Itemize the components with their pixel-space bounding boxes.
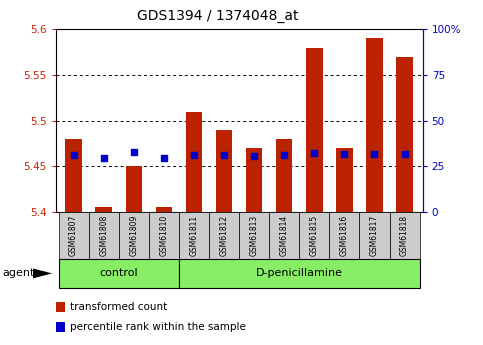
Bar — [246, 148, 262, 212]
Bar — [389, 212, 420, 259]
Point — [311, 150, 318, 156]
Bar — [56, 322, 65, 332]
Text: GSM61813: GSM61813 — [250, 215, 258, 256]
Bar — [58, 259, 179, 288]
Text: GDS1394 / 1374048_at: GDS1394 / 1374048_at — [137, 9, 298, 23]
Point — [160, 156, 168, 161]
Text: GSM61808: GSM61808 — [99, 215, 108, 256]
Bar — [156, 207, 172, 212]
Text: GSM61818: GSM61818 — [400, 215, 409, 256]
Point — [100, 156, 108, 161]
Bar — [359, 212, 389, 259]
Bar — [329, 212, 359, 259]
Text: GSM61811: GSM61811 — [189, 215, 199, 256]
Bar — [239, 212, 269, 259]
Bar — [179, 259, 420, 288]
Text: percentile rank within the sample: percentile rank within the sample — [70, 322, 246, 332]
Bar — [396, 57, 413, 212]
Bar — [89, 212, 119, 259]
Point — [250, 154, 258, 159]
Text: GSM61815: GSM61815 — [310, 215, 319, 256]
Text: GSM61817: GSM61817 — [370, 215, 379, 256]
Text: agent: agent — [2, 268, 35, 278]
Bar — [209, 212, 239, 259]
Bar — [179, 212, 209, 259]
Bar — [336, 148, 353, 212]
Text: transformed count: transformed count — [70, 302, 168, 312]
Text: GSM61814: GSM61814 — [280, 215, 289, 256]
Point — [280, 153, 288, 158]
Point — [130, 149, 138, 155]
Bar — [299, 212, 329, 259]
Bar — [269, 212, 299, 259]
Bar — [65, 139, 82, 212]
Bar — [149, 212, 179, 259]
Bar — [126, 167, 142, 212]
Text: control: control — [99, 268, 138, 278]
Point — [401, 151, 409, 156]
Bar — [366, 39, 383, 212]
Text: GSM61816: GSM61816 — [340, 215, 349, 256]
Bar — [185, 112, 202, 212]
Bar — [96, 207, 112, 212]
Point — [70, 152, 77, 157]
Bar — [119, 212, 149, 259]
Text: GSM61810: GSM61810 — [159, 215, 169, 256]
Bar — [276, 139, 293, 212]
Text: GSM61807: GSM61807 — [69, 215, 78, 256]
Point — [220, 152, 228, 157]
Bar — [56, 302, 65, 313]
Point — [190, 152, 198, 157]
Point — [370, 151, 378, 156]
Polygon shape — [33, 268, 52, 278]
Point — [341, 151, 348, 156]
Bar — [306, 48, 323, 212]
Bar — [216, 130, 232, 212]
Text: GSM61812: GSM61812 — [220, 215, 228, 256]
Bar — [58, 212, 89, 259]
Text: D-penicillamine: D-penicillamine — [256, 268, 343, 278]
Text: GSM61809: GSM61809 — [129, 215, 138, 256]
